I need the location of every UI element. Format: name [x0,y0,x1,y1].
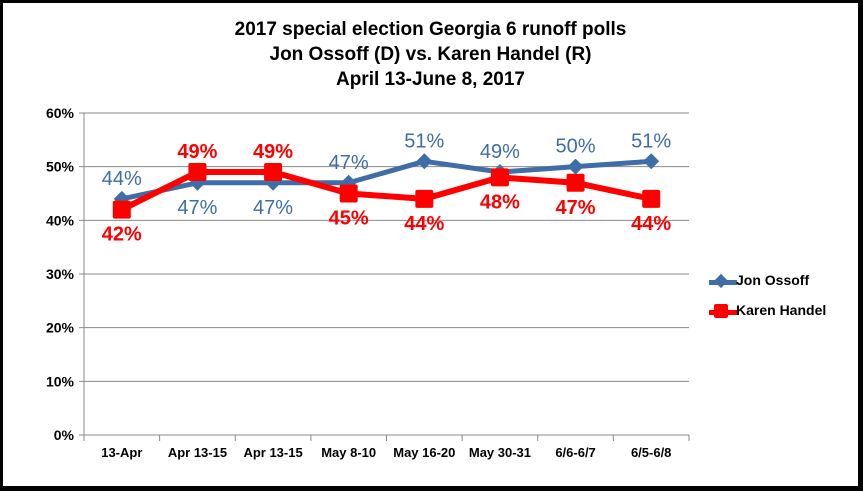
data-label-ossoff: 47% [329,152,369,174]
x-tick-label: Apr 13-15 [168,445,227,460]
plot-svg: 0% 10% 20% 30% 40% 50% 60% 13-Apr Apr 13-15 Apr 1… [46,105,690,460]
data-label-ossoff: 44% [102,168,142,190]
data-label-handel: 49% [177,141,217,163]
legend-label-ossoff: Jon Ossoff [736,272,810,288]
y-tick-label: 50% [46,159,75,175]
y-tick-label: 60% [46,105,75,121]
x-tick-label: May 30-31 [469,445,531,460]
y-tick-label: 10% [46,373,75,389]
data-point-ossoff [567,158,584,175]
data-point-handel [566,173,585,192]
data-label-ossoff: 49% [480,141,520,163]
chart-subtitle-2: April 13-June 8, 2017 [335,69,526,90]
data-point-handel [188,163,207,182]
data-point-handel [264,163,283,182]
data-label-ossoff: 51% [631,130,671,152]
data-label-ossoff: 51% [404,130,444,152]
data-point-handel [415,189,434,208]
data-point-handel [642,189,661,208]
y-tick-label: 40% [46,212,75,228]
y-tick-label: 20% [46,320,75,336]
data-label-handel: 42% [102,224,142,246]
data-label-ossoff: 47% [253,197,293,219]
legend-item-ossoff: Jon Ossoff [703,267,853,297]
data-point-ossoff [643,153,660,170]
data-label-handel: 49% [253,141,293,163]
data-label-ossoff: 50% [556,136,596,158]
chart-area: 2017 special election Georgia 6 runoff p… [3,3,858,486]
x-tick-label: 6/5-6/8 [631,445,671,460]
x-tick-label: Apr 13-15 [243,445,302,460]
x-tick-label: May 16-20 [393,445,455,460]
legend-diamond-marker [713,273,729,289]
chart-title-block: 2017 special election Georgia 6 runoff p… [3,17,858,92]
data-label-handel: 48% [480,191,520,213]
legend-square-marker [714,304,728,318]
data-label-handel: 44% [631,213,671,235]
data-label-handel: 47% [556,197,596,219]
data-point-ossoff [416,153,433,170]
y-tick-label: 30% [46,266,75,282]
data-point-handel [112,200,131,219]
data-point-handel [490,168,509,187]
legend-label-handel: Karen Handel [736,302,827,318]
series-line-handel [120,169,652,213]
y-tick-label: 0% [54,427,75,443]
chart-title: 2017 special election Georgia 6 runoff p… [234,19,627,40]
data-point-handel [339,184,358,203]
x-tick-label: 6/6-6/7 [555,445,595,460]
data-label-handel: 44% [404,213,444,235]
x-tick-label: May 8-10 [321,445,376,460]
data-label-handel: 45% [329,208,369,230]
legend: Jon Ossoff Karen Handel [703,267,853,327]
series-line-ossoff [121,158,652,202]
data-label-ossoff: 47% [177,197,217,219]
chart-subtitle-1: Jon Ossoff (D) vs. Karen Handel (R) [269,44,592,65]
x-tick-label: 13-Apr [101,445,142,460]
legend-item-handel: Karen Handel [703,297,853,327]
